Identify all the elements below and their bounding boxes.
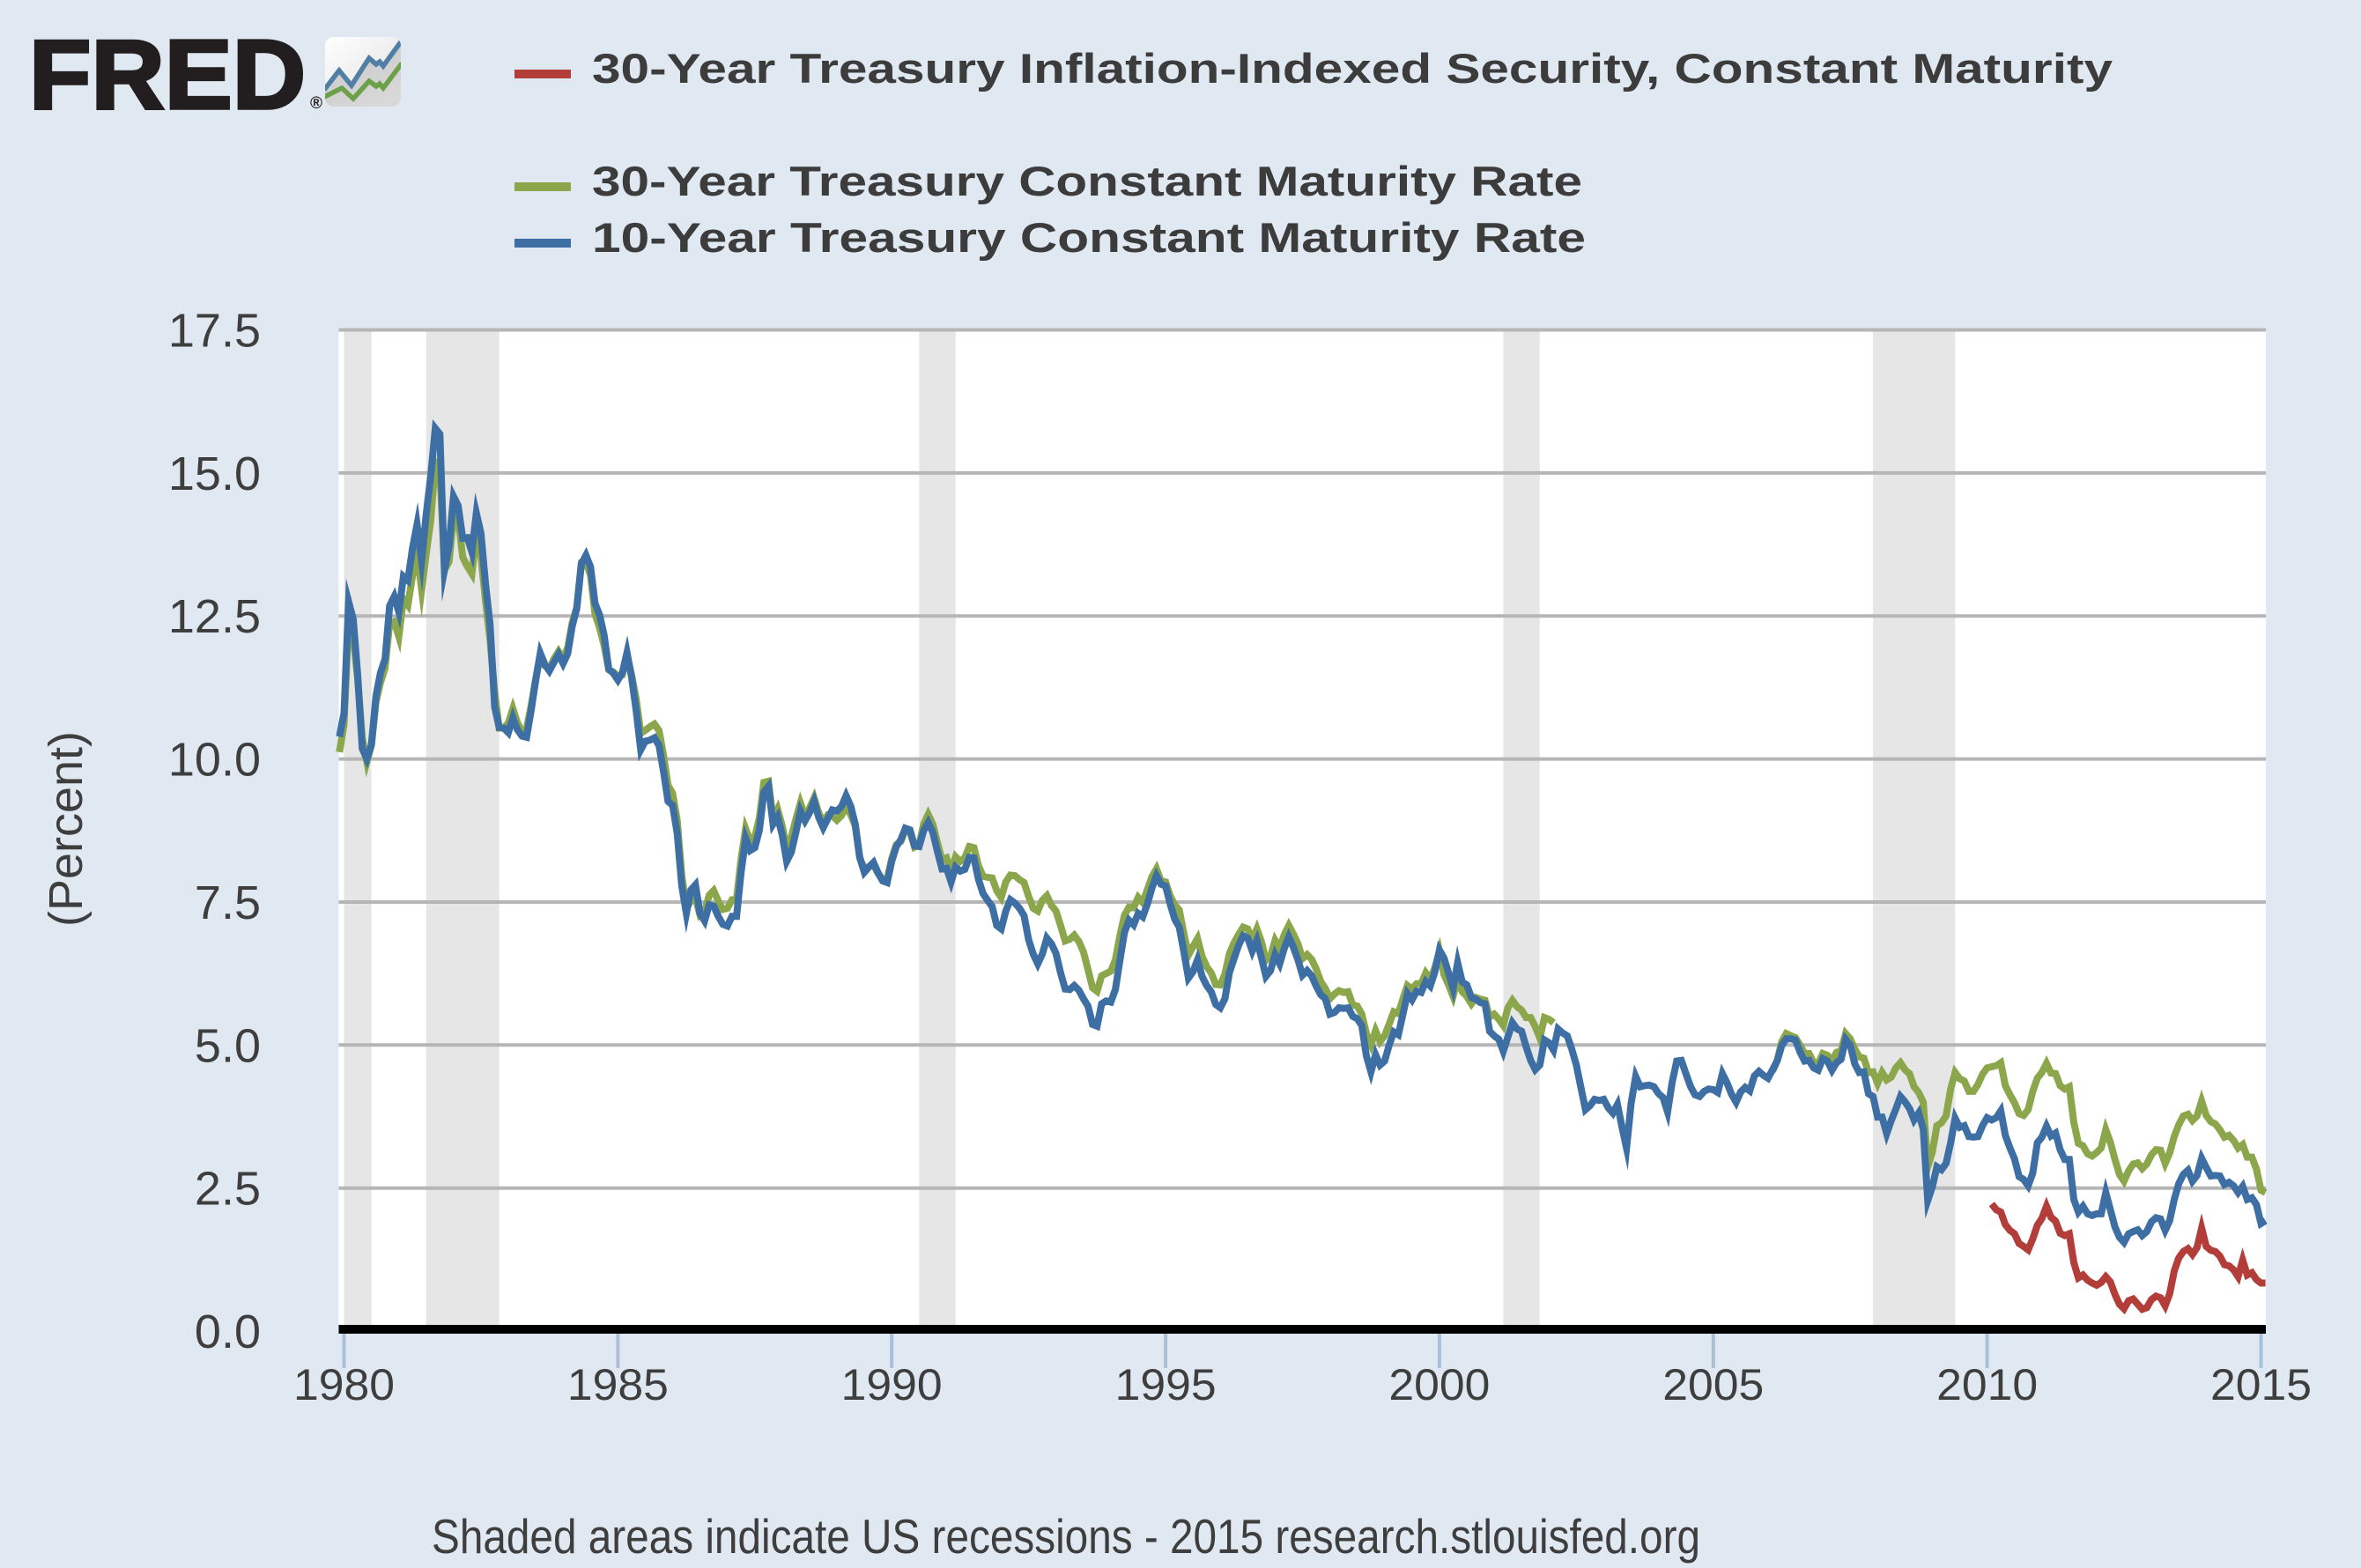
svg-text:1995: 1995 <box>1115 1360 1217 1409</box>
svg-text:30-Year Treasury Constant Matu: 30-Year Treasury Constant Maturity Rate <box>592 158 1582 204</box>
svg-text:2015: 2015 <box>2210 1360 2312 1409</box>
svg-text:1980: 1980 <box>293 1360 395 1409</box>
svg-text:1990: 1990 <box>841 1360 943 1409</box>
svg-text:Shaded areas indicate US reces: Shaded areas indicate US recessions - 20… <box>432 1509 1700 1564</box>
svg-text:10.0: 10.0 <box>168 734 261 787</box>
svg-text:2.5: 2.5 <box>195 1163 261 1216</box>
svg-text:15.0: 15.0 <box>168 447 261 500</box>
svg-text:10-Year Treasury Constant Matu: 10-Year Treasury Constant Maturity Rate <box>592 214 1586 261</box>
svg-text:2005: 2005 <box>1662 1360 1764 1409</box>
svg-text:0.0: 0.0 <box>195 1305 261 1358</box>
svg-text:30-Year Treasury Inflation-Ind: 30-Year Treasury Inflation-Indexed Secur… <box>592 45 2113 92</box>
svg-text:12.5: 12.5 <box>168 590 261 643</box>
svg-text:(Percent): (Percent) <box>40 731 93 927</box>
svg-text:2000: 2000 <box>1388 1360 1490 1409</box>
svg-text:17.5: 17.5 <box>168 305 261 358</box>
svg-text:FRED: FRED <box>29 20 306 129</box>
svg-text:®: ® <box>310 94 322 113</box>
svg-text:2010: 2010 <box>1936 1360 2038 1409</box>
svg-text:5.0: 5.0 <box>195 1019 261 1072</box>
svg-text:7.5: 7.5 <box>195 876 261 929</box>
svg-text:1985: 1985 <box>567 1360 669 1409</box>
